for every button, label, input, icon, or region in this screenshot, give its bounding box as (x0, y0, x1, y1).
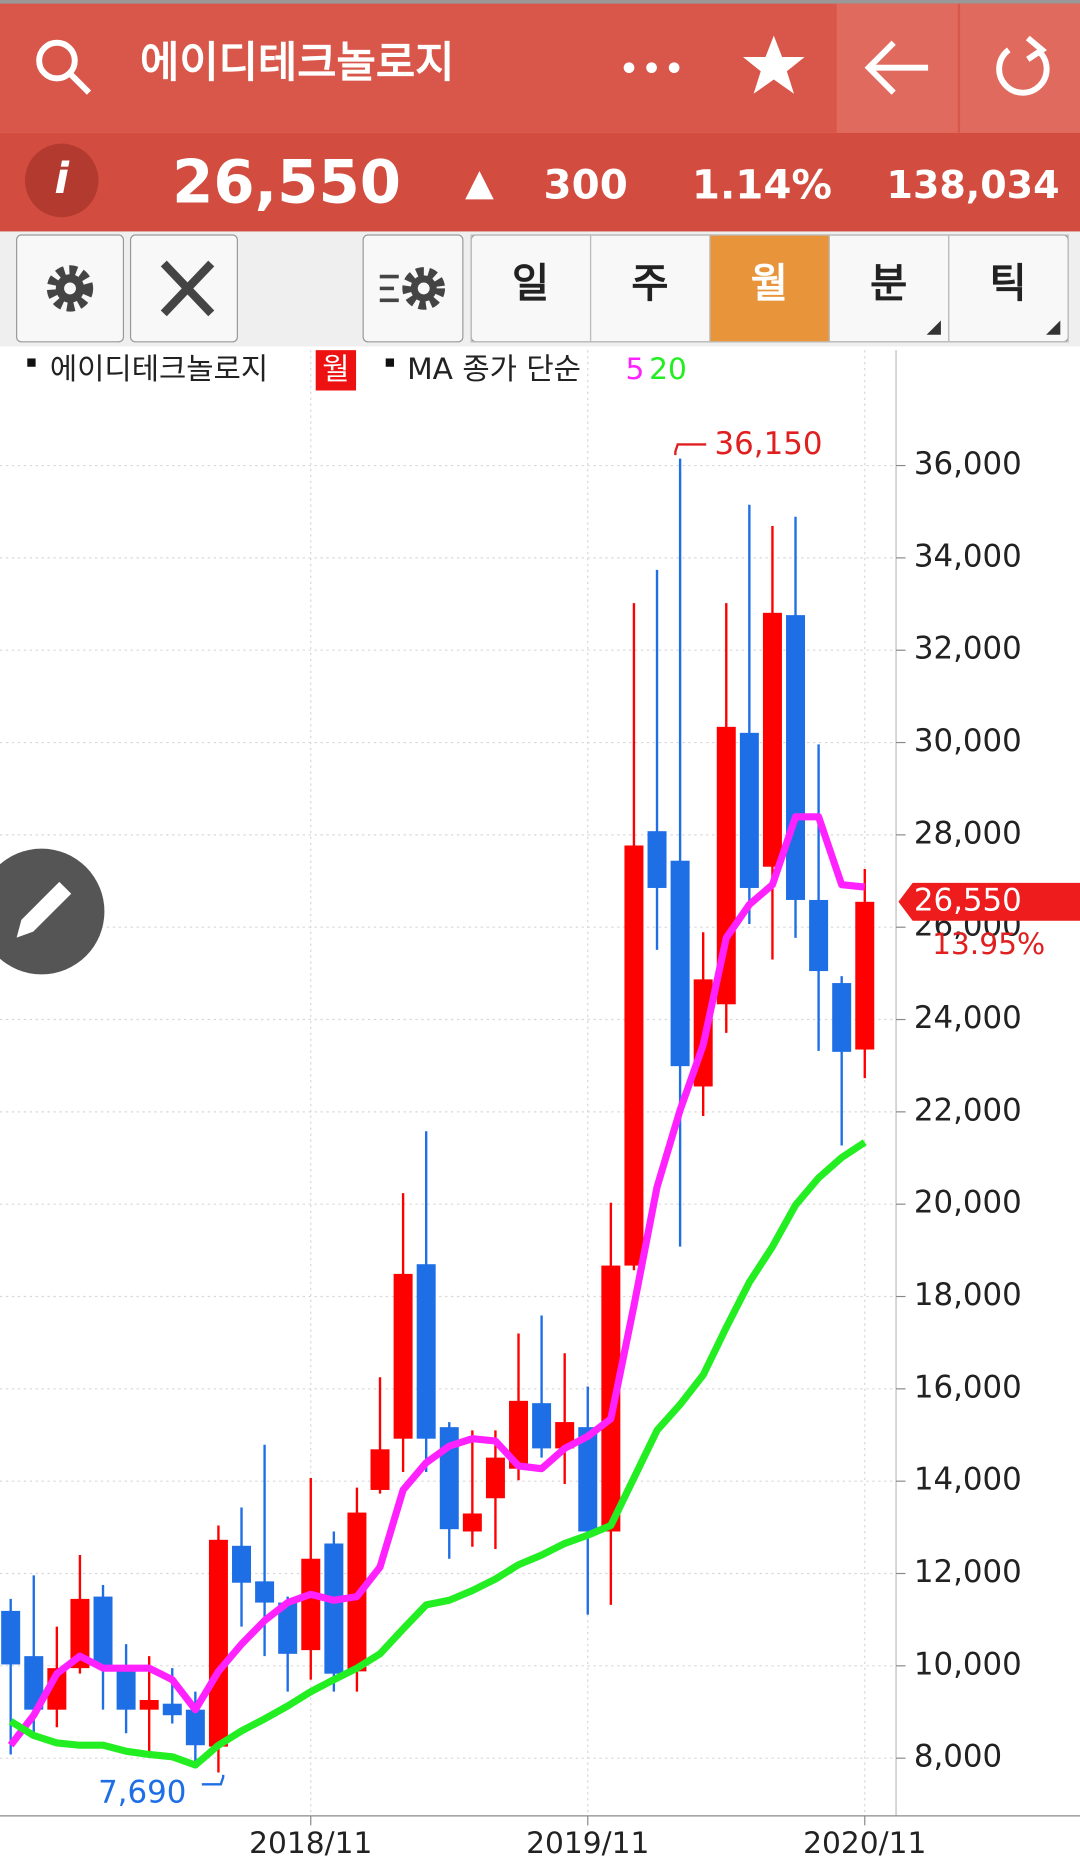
candle-body (762, 612, 782, 867)
min-pointer (201, 1774, 225, 1786)
y-tick-label: 36,000 (914, 446, 1022, 482)
candle-body (647, 831, 667, 888)
settings-button[interactable] (16, 234, 125, 343)
candle-body (786, 615, 806, 900)
period-badge-text: 월 (322, 351, 349, 386)
y-tick-label: 32,000 (914, 631, 1022, 667)
candle-body (624, 845, 644, 1266)
period-tab[interactable] (948, 234, 1069, 343)
candle-body (139, 1699, 159, 1710)
candle-body (416, 1264, 436, 1439)
change-percent: 1.14% (692, 162, 832, 209)
refresh-button[interactable] (960, 3, 1080, 133)
back-icon[interactable] (864, 40, 929, 95)
change-label: 13.95% (932, 926, 1045, 961)
period-badge (315, 350, 357, 391)
current-price: 26,550 (172, 147, 401, 216)
info-icon: i (54, 154, 70, 204)
up-arrow (465, 170, 494, 200)
refresh-icon[interactable] (996, 35, 1050, 96)
period-tab[interactable] (709, 234, 830, 343)
candle-body (485, 1457, 505, 1499)
period-tab-label: 주 (631, 260, 668, 307)
x-tick-label: 2020/11 (803, 1825, 926, 1860)
candle-body (739, 732, 759, 888)
tools-button[interactable] (129, 234, 238, 343)
candle-body (324, 1543, 344, 1674)
candle-body (70, 1598, 90, 1669)
period-tab-label: 분 (870, 260, 907, 307)
y-tick-label: 20,000 (914, 1185, 1022, 1221)
legend-name: 에이디테크놀로지 (50, 351, 268, 386)
candle-body (232, 1545, 252, 1583)
period-tab-label: 틱 (990, 260, 1027, 307)
stock-title: 에이디테크놀로지 (140, 38, 454, 88)
candle-body (555, 1422, 575, 1449)
legend-ma: 20 (649, 351, 687, 386)
candle-body (601, 1265, 621, 1532)
status-line (0, 0, 1080, 4)
x-tick-label: 2019/11 (526, 1825, 649, 1860)
y-tick-label: 8,000 (914, 1739, 1002, 1775)
search-icon[interactable] (36, 39, 92, 95)
period-tab-label: 월 (751, 260, 788, 307)
last-price-tag (898, 882, 1080, 921)
indicator-settings-button[interactable] (362, 234, 464, 343)
candle-body (185, 1709, 205, 1746)
y-tick-label: 28,000 (914, 815, 1022, 851)
draw-button[interactable] (0, 848, 105, 975)
ma-line (8, 1139, 867, 1769)
candle-body (1, 1610, 21, 1665)
legend-marker (385, 358, 395, 367)
legend-ma: 5 (625, 351, 644, 386)
candle-body (93, 1596, 113, 1666)
favorite-icon[interactable] (742, 35, 805, 94)
y-tick-label: 16,000 (914, 1369, 1022, 1405)
info-button[interactable] (24, 143, 99, 218)
candle-body (116, 1665, 136, 1710)
chart-area (0, 346, 1080, 1861)
candle-body (670, 860, 690, 1067)
candle-body (578, 1427, 598, 1532)
y-tick-label: 24,000 (914, 1000, 1022, 1036)
candle-body (370, 1449, 390, 1490)
candle-body (162, 1703, 182, 1716)
price-bar (0, 132, 1080, 232)
max-label: 36,150 (715, 426, 823, 462)
candle-body (832, 983, 852, 1052)
candle-body (278, 1602, 298, 1654)
last-price-label: 26,550 (914, 882, 1022, 918)
price-change: 300 (544, 162, 628, 209)
volume: 138,034 (887, 163, 1060, 207)
y-tick-label: 22,000 (914, 1092, 1022, 1128)
max-pointer (674, 443, 707, 456)
candle-body (462, 1513, 482, 1532)
candle-body (24, 1656, 44, 1710)
y-tick-label: 30,000 (914, 723, 1022, 759)
ma-line (7, 813, 866, 1748)
y-tick-label: 12,000 (914, 1554, 1022, 1590)
candle-body (809, 899, 829, 972)
candle-body (393, 1273, 413, 1439)
min-label: 7,690 (98, 1774, 186, 1810)
period-tab-label: 일 (512, 260, 549, 307)
legend-marker (27, 358, 36, 367)
candle-body (208, 1539, 228, 1747)
y-tick-label: 34,000 (914, 538, 1022, 574)
candle-body (301, 1558, 321, 1651)
candle-body (255, 1581, 275, 1603)
y-tick-label: 14,000 (914, 1462, 1022, 1498)
x-tick-label: 2018/11 (249, 1825, 372, 1860)
ma-label: MA 종가 단순 (407, 351, 581, 386)
candle-body (855, 901, 875, 1050)
y-tick-label: 10,000 (914, 1646, 1022, 1682)
more-icon[interactable] (623, 62, 680, 74)
candle-body (532, 1403, 552, 1449)
y-tick-label: 18,000 (914, 1277, 1022, 1313)
candle-body (509, 1400, 529, 1469)
